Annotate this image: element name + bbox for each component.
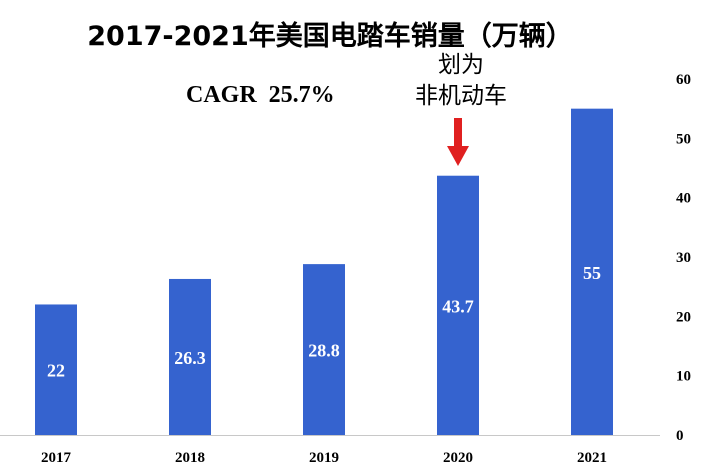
policy-annotation-line-2: 非机动车 [415, 83, 507, 109]
policy-annotation-line-1: 划为 [438, 52, 484, 78]
policy-annotation: 划为 非机动车 [396, 50, 526, 112]
x-tick-label-2017: 2017 [41, 450, 72, 466]
y-tick-label-50: 50 [676, 131, 691, 147]
y-tick-label-10: 10 [676, 369, 691, 385]
y-tick-label-20: 20 [676, 309, 691, 325]
x-tick-label-2020: 2020 [443, 450, 473, 466]
bar-2017 [35, 304, 77, 435]
bar-2020 [437, 175, 479, 436]
y-tick-label-60: 60 [676, 72, 691, 88]
cagr-annotation: CAGR 25.7% [186, 82, 335, 108]
data-label-2020: 43.7 [442, 296, 474, 316]
x-tick-label-2019: 2019 [309, 450, 339, 466]
y-tick-label-0: 0 [676, 428, 684, 444]
y-tick-label-30: 30 [676, 250, 691, 266]
data-label-2019: 28.8 [308, 341, 340, 361]
x-tick-label-2021: 2021 [577, 450, 607, 466]
y-tick-label-40: 40 [676, 191, 691, 207]
x-tick-label-2018: 2018 [175, 450, 205, 466]
chart-title: 2017-2021年美国电踏车销量（万辆） [87, 21, 573, 52]
data-label-2021: 55 [583, 263, 601, 283]
red-arrow-icon [447, 118, 469, 166]
bar-2021 [571, 108, 613, 436]
bar-2019 [303, 264, 345, 435]
data-label-2018: 26.3 [174, 348, 206, 368]
bar-2018 [169, 278, 211, 435]
data-label-2017: 22 [47, 361, 65, 381]
